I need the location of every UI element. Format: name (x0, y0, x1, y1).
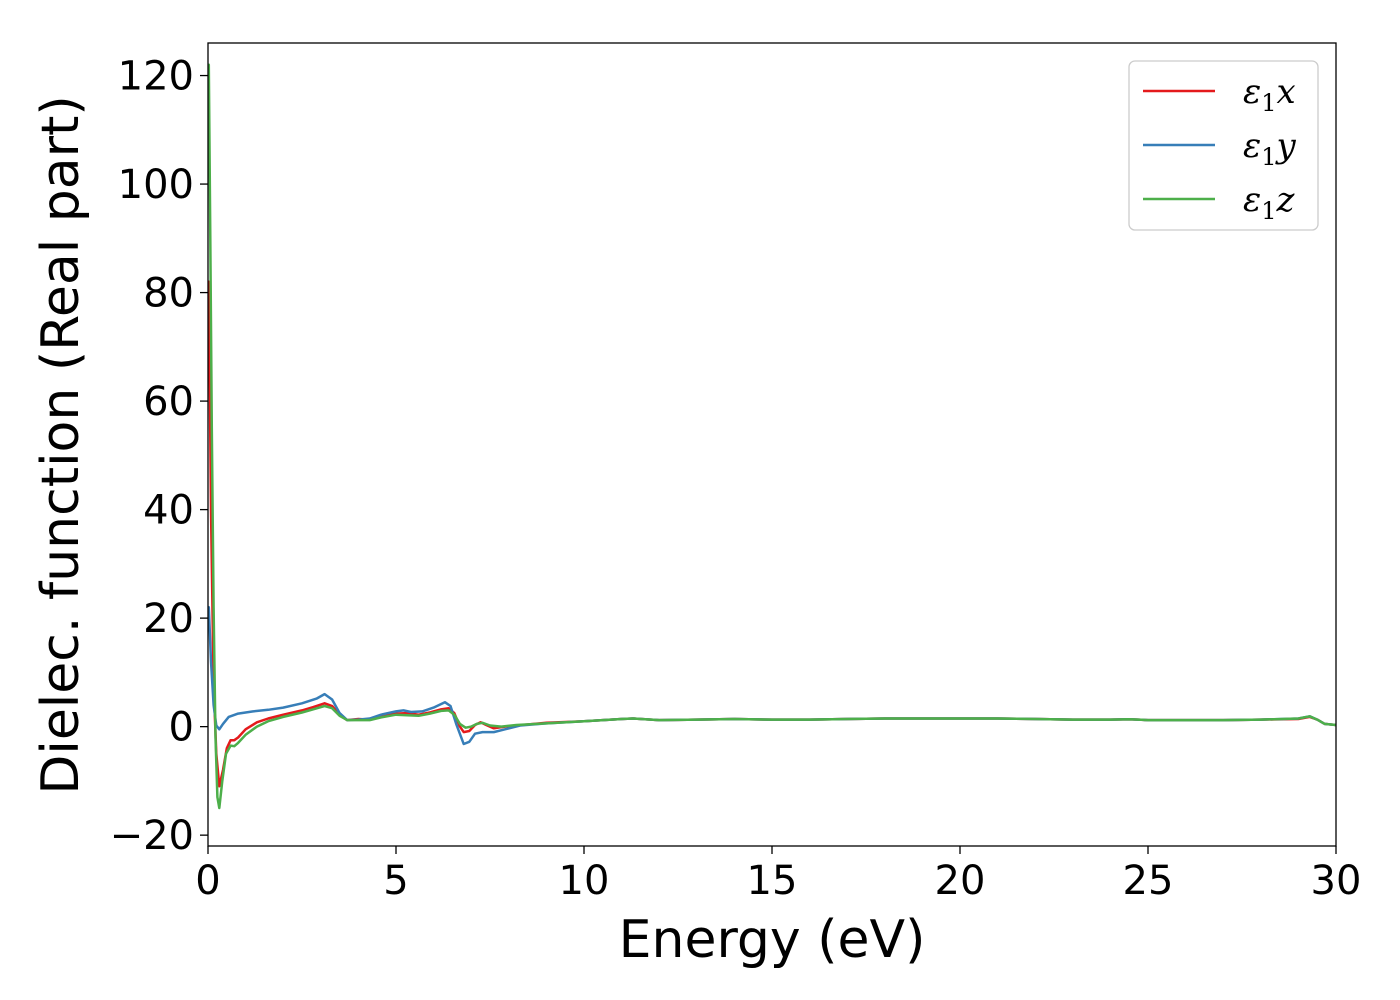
x-tick-label: 15 (747, 858, 798, 904)
x-tick-label: 10 (559, 858, 610, 904)
series-layer (208, 63, 1336, 810)
y-tick-label: 0 (169, 705, 194, 751)
y-axis: −20 0 20 40 60 80 100 120 (110, 54, 208, 859)
y-tick-label: 100 (118, 162, 194, 208)
x-tick-label: 20 (935, 858, 986, 904)
x-axis: 0 5 10 15 20 25 30 (195, 846, 1361, 904)
y-tick-label: 20 (143, 596, 194, 642)
x-tick-label: 0 (195, 858, 220, 904)
x-tick-label: 25 (1123, 858, 1174, 904)
y-tick-label: 40 (143, 488, 194, 534)
series-line-y (208, 606, 1336, 746)
legend: ε1x ε1y ε1z (1128, 60, 1319, 231)
x-axis-label: Energy (eV) (619, 910, 926, 970)
y-axis-label: Dielec. function (Real part) (31, 95, 91, 794)
series-line-z (208, 63, 1336, 810)
x-tick-label: 5 (383, 858, 408, 904)
y-tick-label: 120 (118, 54, 194, 100)
x-tick-label: 30 (1311, 858, 1362, 904)
legend-label-y: ε1y (1243, 126, 1297, 171)
y-tick-label: 60 (143, 379, 194, 425)
legend-box (1128, 60, 1319, 231)
y-tick-label: −20 (110, 813, 194, 859)
legend-label-z: ε1z (1243, 180, 1296, 225)
series-line-x (208, 280, 1336, 788)
legend-label-x: ε1x (1243, 72, 1296, 117)
y-tick-label: 80 (143, 271, 194, 317)
